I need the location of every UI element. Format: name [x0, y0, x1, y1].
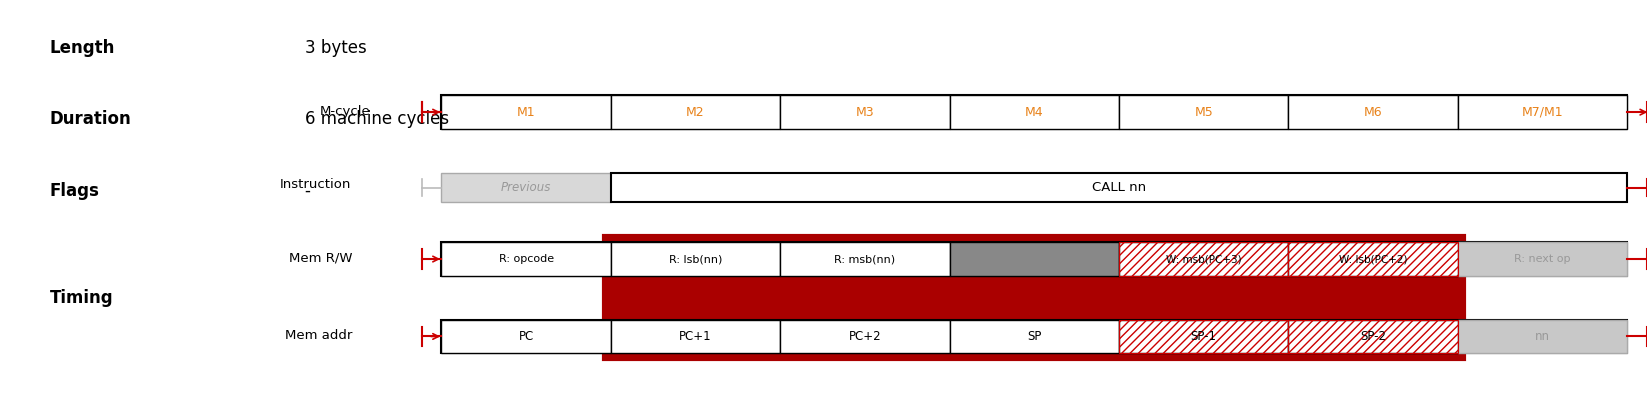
Text: 6 machine cycles: 6 machine cycles: [305, 110, 450, 128]
Text: nn: nn: [1535, 330, 1550, 343]
Bar: [441, 320, 611, 353]
Bar: [441, 95, 611, 129]
Text: Mem addr: Mem addr: [285, 329, 352, 342]
Text: M6: M6: [1364, 106, 1382, 119]
Bar: [1288, 320, 1458, 353]
Bar: [1118, 320, 1288, 353]
Bar: [950, 95, 1118, 129]
Text: W: lsb(PC+2): W: lsb(PC+2): [1339, 254, 1408, 264]
Bar: [950, 320, 1118, 353]
Text: R: opcode: R: opcode: [499, 254, 553, 264]
Bar: [611, 242, 781, 276]
Text: M5: M5: [1194, 106, 1214, 119]
Text: SP-2: SP-2: [1360, 330, 1387, 343]
Bar: [441, 173, 611, 202]
Text: M-cycle: M-cycle: [320, 105, 371, 118]
Text: 3 bytes: 3 bytes: [305, 39, 366, 57]
Bar: [781, 95, 950, 129]
Bar: [1288, 242, 1458, 276]
Text: W: msb(PC+3): W: msb(PC+3): [1166, 254, 1242, 264]
Bar: [611, 95, 781, 129]
Text: R: lsb(nn): R: lsb(nn): [669, 254, 721, 264]
Bar: [781, 320, 950, 353]
Text: Duration: Duration: [49, 110, 132, 128]
Text: Previous: Previous: [501, 181, 552, 194]
Text: CALL nn: CALL nn: [1092, 181, 1146, 194]
Text: Flags: Flags: [49, 181, 99, 200]
Text: PC: PC: [519, 330, 534, 343]
Bar: [441, 242, 1627, 276]
Text: M2: M2: [687, 106, 705, 119]
Text: M1: M1: [517, 106, 535, 119]
Text: M7/M1: M7/M1: [1522, 106, 1563, 119]
Text: PC+1: PC+1: [679, 330, 712, 343]
Text: Length: Length: [49, 39, 115, 57]
Text: R: next op: R: next op: [1514, 254, 1571, 264]
Bar: [950, 242, 1118, 276]
Bar: [611, 173, 1627, 202]
Bar: [1458, 242, 1627, 276]
Bar: [1288, 242, 1458, 276]
Bar: [1118, 242, 1288, 276]
Bar: [604, 236, 1464, 359]
Bar: [1118, 95, 1288, 129]
Text: SP-1: SP-1: [1191, 330, 1217, 343]
Bar: [1458, 320, 1627, 353]
Bar: [611, 320, 781, 353]
Text: M4: M4: [1024, 106, 1044, 119]
Text: Instruction: Instruction: [280, 178, 351, 191]
Text: R: msb(nn): R: msb(nn): [835, 254, 896, 264]
Bar: [781, 242, 950, 276]
Text: M3: M3: [855, 106, 875, 119]
Bar: [441, 95, 1627, 129]
Bar: [441, 242, 611, 276]
Text: -: -: [305, 181, 311, 200]
Text: PC+2: PC+2: [848, 330, 881, 343]
Bar: [1118, 320, 1288, 353]
Text: Timing: Timing: [49, 289, 114, 307]
Text: Mem R/W: Mem R/W: [288, 252, 352, 264]
Bar: [1288, 320, 1458, 353]
Bar: [1288, 95, 1458, 129]
Bar: [1118, 242, 1288, 276]
Bar: [1458, 95, 1627, 129]
Text: SP: SP: [1028, 330, 1041, 343]
Bar: [441, 320, 1627, 353]
